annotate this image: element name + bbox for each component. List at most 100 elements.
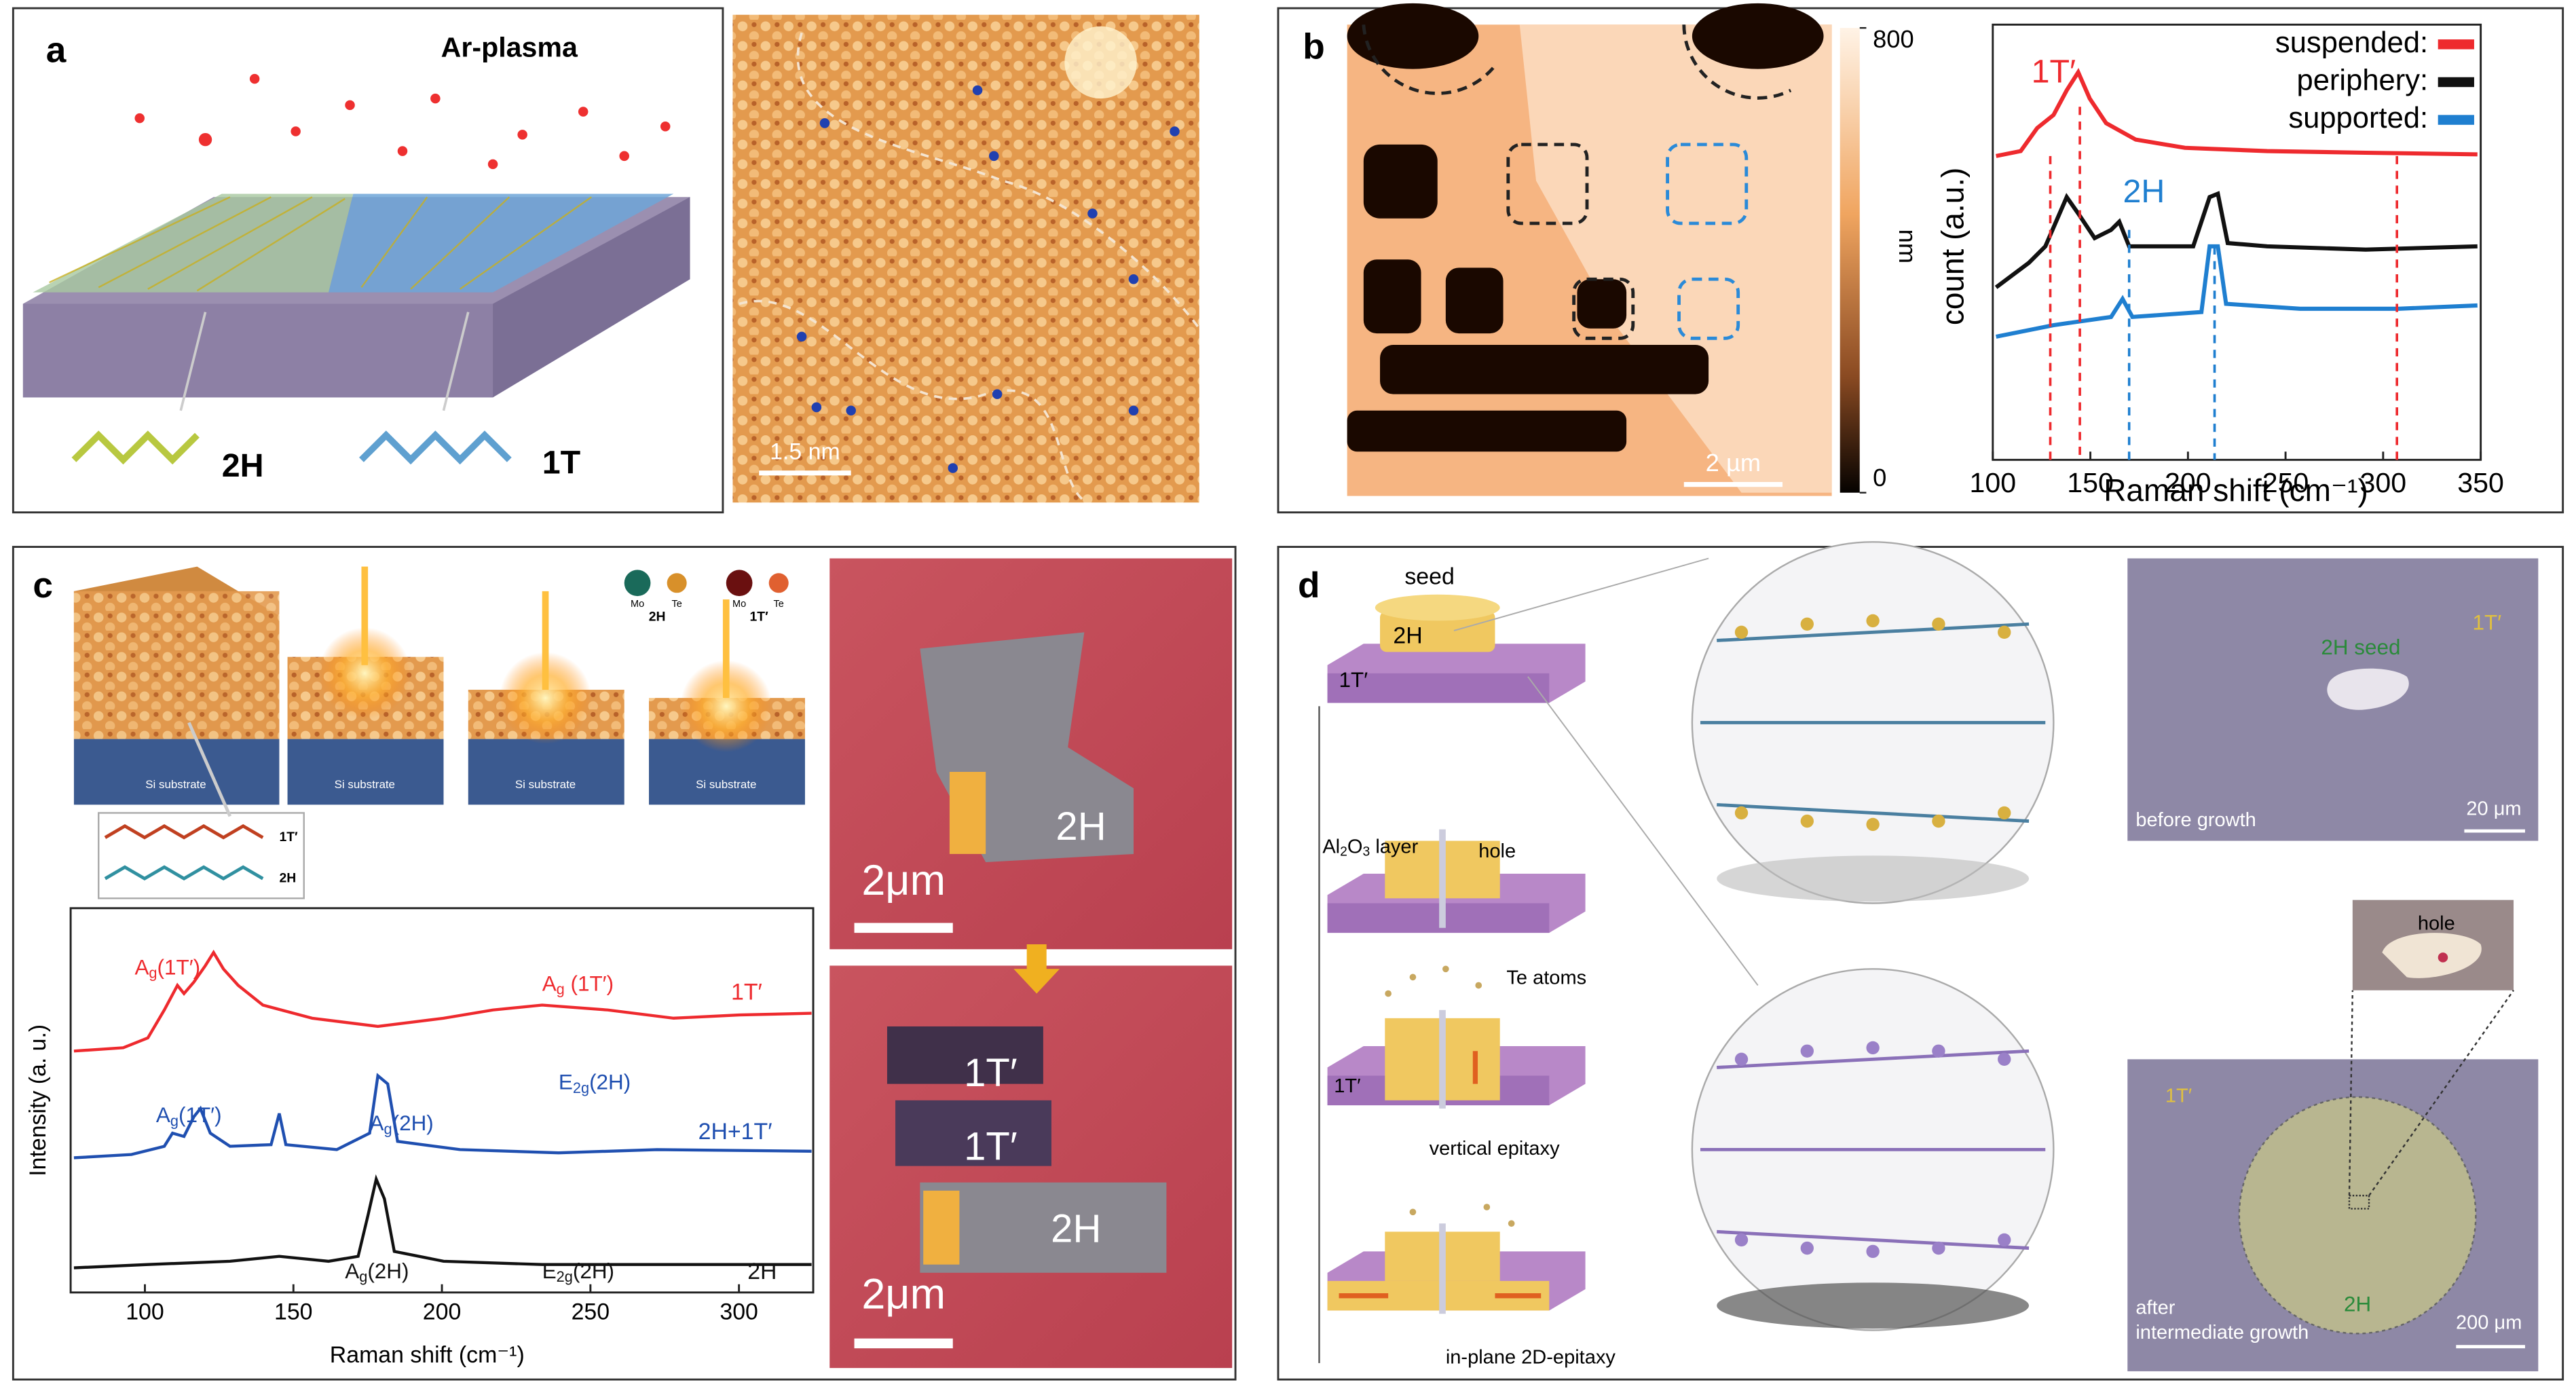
legend: suspended: periphery: supported:: [2275, 26, 2474, 134]
micrograph-caption: after: [2135, 1297, 2175, 1319]
legend-text: 1T′: [750, 610, 769, 625]
micrograph-caption: before growth: [2135, 809, 2256, 831]
defect-arrows: [796, 85, 1180, 473]
plasma-particles: [134, 73, 671, 170]
colorbar-tick-label: 0: [1873, 464, 1886, 492]
x-tick-label: 200: [2165, 467, 2211, 498]
scale-bar-label: 2μm: [861, 1271, 946, 1318]
micrograph-label: 2H: [2344, 1293, 2371, 1316]
phase-label: 2H: [222, 447, 264, 484]
colorbar-tick-label: 800: [1873, 25, 1914, 53]
legend-swatch: [2438, 77, 2474, 88]
stm-image: [732, 14, 1199, 503]
x-tick-label: 250: [2262, 467, 2309, 498]
substrate: [287, 739, 444, 805]
substrate-side: [493, 197, 690, 398]
image-label: 2H: [1056, 804, 1106, 849]
flake: [920, 1182, 1167, 1273]
lattice-lines: [49, 196, 592, 292]
pointer: [179, 312, 207, 411]
spectrum-line: [73, 949, 812, 1053]
peak-label: 1T′: [2032, 54, 2076, 90]
pointer: [442, 312, 470, 411]
domain: [2238, 1096, 2477, 1335]
x-tick-label: 100: [1969, 467, 2016, 498]
laser-spot: [499, 652, 592, 744]
schematic-label: Te atoms: [1506, 967, 1586, 988]
peak-label: Ag(2H): [345, 1259, 409, 1285]
peak-label: Ag (1T′): [542, 972, 614, 998]
spectrum-line: [73, 1073, 812, 1160]
micrograph-label: 1T′: [2473, 611, 2502, 635]
image-label: 1T′: [964, 1051, 1018, 1095]
scale-bar-label: 200 μm: [2456, 1312, 2522, 1333]
flake-feature: [923, 1190, 960, 1265]
layer-label: 2H: [279, 870, 296, 885]
legend-text: Te: [671, 599, 682, 610]
layer-structure: [104, 865, 264, 881]
colorbar: [1840, 28, 1860, 493]
micrograph-caption: intermediate growth: [2135, 1322, 2309, 1343]
micrograph-label: 2H seed: [2321, 635, 2400, 659]
zoom-line: [2348, 990, 2354, 1196]
arrow: [1013, 944, 1060, 994]
atom-icon: [768, 573, 789, 593]
boundary: [739, 299, 1085, 502]
schematic-label: 2H: [1393, 623, 1422, 649]
x-tick-label: 300: [720, 1299, 758, 1324]
x-tick-label: 100: [126, 1299, 164, 1324]
series-label: 2H: [747, 1259, 777, 1284]
substrate-label: Si substrate: [145, 778, 206, 791]
afm-region: [1519, 24, 1832, 493]
x-axis-label: Raman shift (cm⁻¹): [2104, 472, 2368, 508]
x-ticks: 100 150 200 250 300 350: [1969, 451, 2504, 498]
schematic-label: hole: [1478, 840, 1516, 862]
crystal: [73, 591, 280, 739]
laser-beam: [722, 599, 730, 699]
layer-label: 1T′: [279, 830, 298, 845]
legend-text: Te: [774, 599, 784, 610]
legend-text: Mo: [631, 599, 644, 610]
y-axis-label: count (a.u.): [1935, 168, 1970, 325]
substrate-label: Si substrate: [515, 778, 576, 791]
x-tick-label: 350: [2457, 467, 2504, 498]
image-label: 2H: [1051, 1207, 1101, 1251]
panel-d: d seed 2H 1T′ Al2O3 layer hole Te atoms …: [1298, 541, 2539, 1371]
inset-illustration: [73, 566, 805, 899]
series-label: 2H+1T′: [698, 1119, 772, 1145]
substrate-front: [22, 303, 493, 398]
stm-feature: [1064, 26, 1137, 99]
x-tick-label: 300: [2360, 467, 2407, 498]
schematic-label: Al2O3 layer: [1322, 836, 1418, 859]
lattice-1t: [329, 193, 674, 293]
panel-b: b 2 µm nm 1T′ 2H count (a.u.) Raman shif…: [1303, 3, 2504, 508]
colorbar-label: nm: [1894, 229, 1922, 263]
zoom-line: [2368, 990, 2515, 1196]
title: Ar-plasma: [441, 31, 578, 62]
spectrum-line: [73, 1174, 812, 1269]
atom-icon: [667, 573, 687, 593]
panel-label: a: [46, 30, 67, 70]
laser-beam: [542, 591, 549, 690]
plot-frame: [1992, 23, 2482, 461]
legend-label: supported:: [2288, 102, 2428, 134]
x-axis-label: Raman shift (cm⁻¹): [330, 1342, 525, 1368]
legend-text: 2H: [649, 610, 666, 625]
panel-label: d: [1298, 565, 1320, 606]
spectrum-line: [1996, 68, 2478, 158]
legend-label: periphery:: [2296, 64, 2428, 96]
afm-markers: [1362, 24, 1792, 340]
legend-swatch: [2438, 39, 2474, 50]
scale-bar-label: 2μm: [861, 857, 946, 904]
flake: [2382, 933, 2482, 978]
panel-c: c Mo Te 2H Mo Te 1T′ Si substrate Si sub…: [25, 558, 1233, 1368]
scale-bar-label: 20 μm: [2466, 798, 2521, 819]
micrograph-label: hole: [2418, 913, 2455, 935]
substrate-label: Si substrate: [335, 778, 395, 791]
phase-label: 1T: [542, 444, 581, 481]
peak-label: E2g(2H): [542, 1259, 614, 1285]
laser-spot: [318, 627, 411, 720]
atom-icon: [624, 570, 651, 597]
x-tick-label: 150: [274, 1299, 313, 1324]
panel-label: b: [1303, 27, 1325, 67]
